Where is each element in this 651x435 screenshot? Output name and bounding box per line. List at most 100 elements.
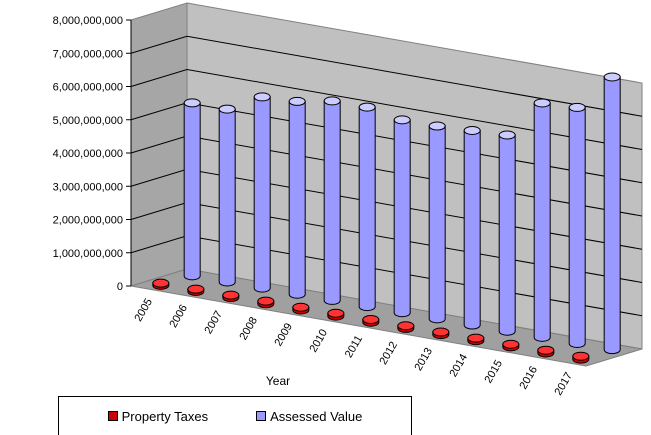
cylinder-top [327,308,345,318]
bar-assessed-value-2005 [183,98,201,281]
cylinder-top [253,92,271,102]
x-axis-title: Year [266,374,290,388]
bar-property-taxes-2016 [537,345,555,358]
x-tick-label: 2009 [272,321,295,348]
cylinder-body [603,76,621,355]
cylinder-body [533,102,551,342]
bar-assessed-value-2010 [358,102,376,312]
cylinder-top [502,339,520,349]
y-tick-label: 8,000,000,000 [53,15,123,27]
bar-assessed-value-2009 [323,96,341,305]
bar-property-taxes-2009 [292,302,310,315]
legend: Property Taxes Assessed Value [58,396,412,435]
x-tick-label: 2016 [517,364,540,391]
y-tick-label: 4,000,000,000 [53,148,123,160]
y-tick-label: 6,000,000,000 [53,82,123,94]
cylinder-top [362,315,380,325]
cylinder-body [253,96,271,293]
bar-assessed-value-2011 [393,115,411,318]
cylinder-top [397,321,415,331]
y-tick-label: 3,000,000,000 [53,181,123,193]
chart-walls [130,2,643,367]
cylinder-top [463,126,481,136]
y-tick-label: 5,000,000,000 [53,115,123,127]
cylinder-body [288,100,306,299]
x-tick-label: 2007 [202,309,225,336]
legend-item-property-taxes: Property Taxes [107,408,209,424]
bar-assessed-value-2008 [288,96,306,299]
cylinder-top [358,102,376,112]
bar-property-taxes-2010 [327,308,345,321]
y-tick-label: 7,000,000,000 [53,48,123,60]
bar-property-taxes-2006 [187,284,205,296]
x-tick-label: 2010 [307,327,330,354]
bar-assessed-value-2016 [568,102,586,348]
cylinder-body [568,106,586,348]
bar-assessed-value-2012 [428,121,446,324]
cylinder-top [323,96,341,106]
bar-assessed-value-2007 [253,92,271,293]
cylinder-top [183,98,201,108]
legend-item-assessed-value: Assessed Value [256,409,362,424]
cylinder-top [572,351,590,361]
cylinder-body [218,108,236,287]
legend-label-assessed-value: Assessed Value [270,408,363,424]
chart-canvas: 0 1,000,000,000 2,000,000,000 3,000,000,000… [53,2,643,398]
x-tick-label: 2013 [412,346,435,373]
cylinder-top [292,302,310,312]
bar-property-taxes-2005 [152,278,170,290]
cylinder-top [537,345,555,355]
x-tick-label: 2015 [482,358,505,385]
x-tick-label: 2006 [167,303,190,330]
bar-property-taxes-2008 [257,296,275,309]
cylinder-body [393,119,411,318]
bar-assessed-value-2006 [218,104,236,287]
cylinder-top [498,130,516,140]
x-tick-label: 2008 [237,315,260,342]
cylinder-top [603,72,621,82]
gridline [130,35,643,117]
bar-property-taxes-2012 [397,321,415,333]
cylinder-body [463,130,481,330]
cylinder-body [358,106,376,312]
cylinder-top [432,327,450,337]
cylinder-top [222,290,240,300]
bar-property-taxes-2011 [362,315,380,327]
cylinder-top [257,296,275,306]
x-tick-label: 2011 [343,334,365,360]
bar-assessed-value-2014 [498,130,516,336]
cylinder-top [152,278,170,288]
y-tick-label: 1,000,000,000 [53,248,123,260]
bar-assessed-value-2015 [533,98,551,342]
x-tick-label: 2014 [447,352,470,379]
bar-property-taxes-2014 [467,333,485,346]
bar-property-taxes-2007 [222,290,240,303]
cylinder-body [323,100,341,305]
x-tick-label: 2017 [552,370,575,397]
legend-swatch-property-taxes [107,411,118,421]
gridline [130,68,643,150]
x-tick-label: 2005 [132,297,155,324]
cylinder-top [568,102,586,112]
y-tick-label: 0 [117,281,123,293]
cylinder-top [218,104,236,114]
y-tick-label: 2,000,000,000 [53,215,123,227]
cylinder-top [428,121,446,131]
cylinder-top [393,115,411,125]
cylinder-top [467,333,485,343]
bar-property-taxes-2013 [432,327,450,340]
x-tick-label: 2012 [377,340,400,367]
cylinder-top [533,98,551,108]
bar-property-taxes-2015 [502,339,520,352]
y-axis-ticks: 0 1,000,000,000 2,000,000,000 3,000,000,000… [53,15,132,293]
bar-property-taxes-2017 [572,351,590,364]
bar-assessed-value-2017 [603,72,621,355]
legend-swatch-assessed-value [256,411,267,421]
bar-series [152,72,621,364]
bar-assessed-value-2013 [463,126,481,330]
cylinder-body [183,102,201,281]
cylinder-body [498,134,516,336]
cylinder-body [428,125,446,324]
cylinder-top [288,96,306,106]
legend-label-property-taxes: Property Taxes [121,408,209,424]
